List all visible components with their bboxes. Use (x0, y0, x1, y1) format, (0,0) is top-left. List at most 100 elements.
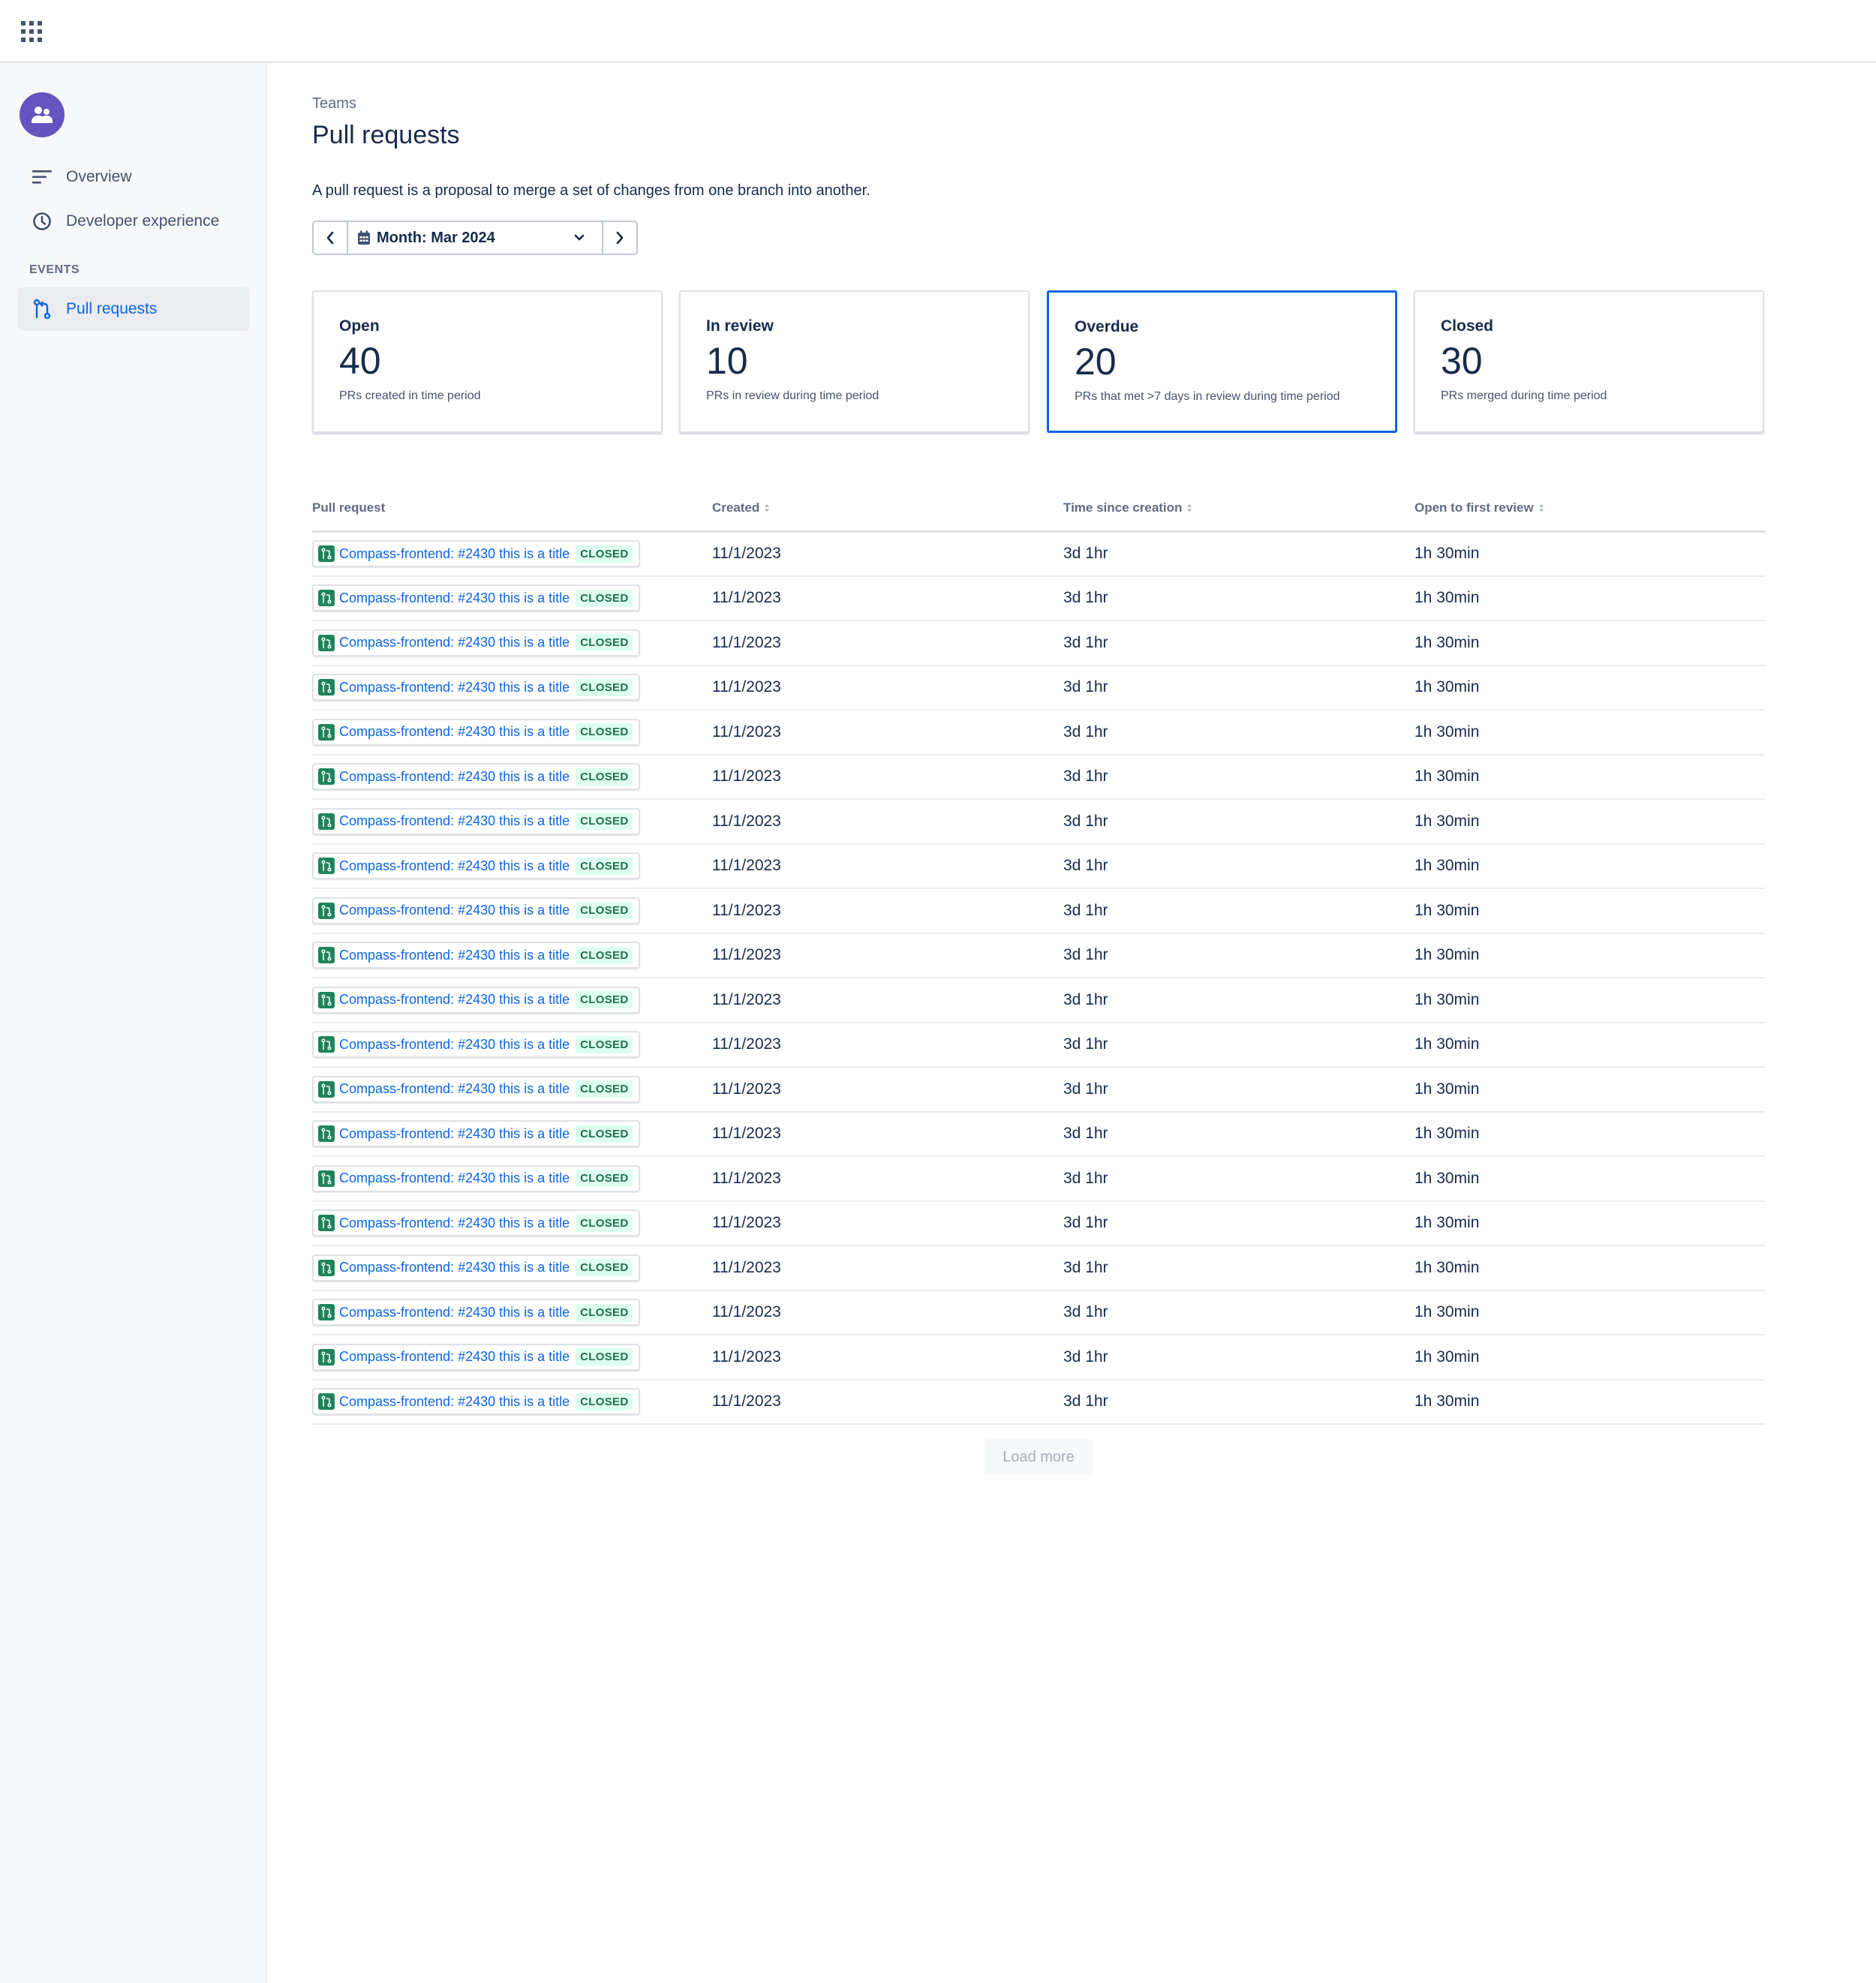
pull-request-icon (318, 1259, 335, 1276)
pull-request-chip[interactable]: Compass-frontend: #2430 this is a title … (312, 1120, 641, 1148)
sidebar: Overview Developer experience EVENTS Pul… (0, 64, 267, 1983)
time-since-creation-cell: 3d 1hr (1063, 1067, 1415, 1113)
breadcrumb[interactable]: Teams (312, 95, 356, 112)
pull-request-link[interactable]: Compass-frontend: #2430 this is a title (339, 858, 570, 873)
grid-apps-icon[interactable] (21, 21, 42, 42)
pull-request-chip[interactable]: Compass-frontend: #2430 this is a title … (312, 1164, 641, 1192)
month-select-value: Month: Mar 2024 (377, 229, 495, 246)
pull-request-link[interactable]: Compass-frontend: #2430 this is a title (339, 768, 570, 784)
previous-month-button[interactable] (314, 222, 348, 254)
column-header-created[interactable]: Created (712, 486, 1063, 533)
open-to-first-review-cell: 1h 30min (1415, 754, 1765, 800)
pull-request-cell: Compass-frontend: #2430 this is a title … (312, 531, 712, 577)
pull-request-chip[interactable]: Compass-frontend: #2430 this is a title … (312, 1254, 641, 1281)
pull-request-link[interactable]: Compass-frontend: #2430 this is a title (339, 1393, 570, 1409)
created-cell: 11/1/2023 (712, 1067, 1063, 1113)
pull-request-chip[interactable]: Compass-frontend: #2430 this is a title … (312, 718, 641, 746)
pull-request-cell: Compass-frontend: #2430 this is a title … (312, 1111, 712, 1157)
pull-request-link[interactable]: Compass-frontend: #2430 this is a title (339, 1304, 570, 1320)
status-badge: CLOSED (576, 634, 633, 652)
open-to-first-review-cell: 1h 30min (1415, 1379, 1765, 1425)
time-since-creation-cell: 3d 1hr (1063, 799, 1415, 845)
pull-request-link[interactable]: Compass-frontend: #2430 this is a title (339, 1036, 570, 1052)
pull-request-link[interactable]: Compass-frontend: #2430 this is a title (339, 1215, 570, 1230)
table-row: Compass-frontend: #2430 this is a title … (312, 575, 1765, 621)
created-cell: 11/1/2023 (712, 1245, 1063, 1291)
column-header-time-since-creation[interactable]: Time since creation (1063, 486, 1415, 533)
next-month-button[interactable] (602, 222, 636, 254)
pull-request-chip[interactable]: Compass-frontend: #2430 this is a title … (312, 540, 641, 567)
created-cell: 11/1/2023 (712, 888, 1063, 934)
sidebar-item-developer-experience[interactable]: Developer experience (18, 200, 249, 243)
pull-request-link[interactable]: Compass-frontend: #2430 this is a title (339, 1125, 570, 1141)
pull-request-link[interactable]: Compass-frontend: #2430 this is a title (339, 724, 570, 740)
pull-request-link[interactable]: Compass-frontend: #2430 this is a title (339, 1081, 570, 1097)
status-badge: CLOSED (576, 946, 633, 964)
created-cell: 11/1/2023 (712, 754, 1063, 800)
sidebar-item-pull-requests[interactable]: Pull requests (18, 287, 249, 331)
pull-request-chip[interactable]: Compass-frontend: #2430 this is a title … (312, 1209, 641, 1237)
pull-request-link[interactable]: Compass-frontend: #2430 this is a title (339, 947, 570, 963)
table-row: Compass-frontend: #2430 this is a title … (312, 978, 1765, 1023)
metric-card-overdue[interactable]: Overdue 20 PRs that met >7 days in revie… (1047, 290, 1397, 433)
pull-request-link[interactable]: Compass-frontend: #2430 this is a title (339, 1170, 570, 1186)
pull-request-link[interactable]: Compass-frontend: #2430 this is a title (339, 545, 570, 561)
metric-card-in-review[interactable]: In review 10 PRs in review during time p… (679, 290, 1030, 433)
sort-icon[interactable] (764, 501, 770, 516)
table-row: Compass-frontend: #2430 this is a title … (312, 1200, 1765, 1246)
pull-request-cell: Compass-frontend: #2430 this is a title … (312, 575, 712, 621)
sidebar-item-label: Developer experience (66, 212, 220, 230)
pull-request-chip[interactable]: Compass-frontend: #2430 this is a title … (312, 942, 641, 969)
open-to-first-review-cell: 1h 30min (1415, 843, 1765, 889)
pull-request-link[interactable]: Compass-frontend: #2430 this is a title (339, 1260, 570, 1275)
sort-icon[interactable] (1186, 501, 1192, 516)
pull-request-chip[interactable]: Compass-frontend: #2430 this is a title … (312, 674, 641, 702)
table-row: Compass-frontend: #2430 this is a title … (312, 799, 1765, 845)
pull-request-icon (318, 545, 335, 562)
metric-card-closed[interactable]: Closed 30 PRs merged during time period (1414, 290, 1764, 433)
month-picker: Month: Mar 2024 (312, 221, 638, 255)
pull-request-link[interactable]: Compass-frontend: #2430 this is a title (339, 903, 570, 918)
pull-request-chip[interactable]: Compass-frontend: #2430 this is a title … (312, 1388, 641, 1416)
pull-request-icon (318, 1348, 335, 1366)
pull-request-link[interactable]: Compass-frontend: #2430 this is a title (339, 635, 570, 650)
team-people-icon[interactable] (20, 92, 65, 137)
pull-request-chip[interactable]: Compass-frontend: #2430 this is a title … (312, 986, 641, 1014)
open-to-first-review-cell: 1h 30min (1415, 933, 1765, 978)
calendar-icon (358, 230, 370, 245)
sidebar-item-overview[interactable]: Overview (18, 155, 249, 199)
pull-request-chip[interactable]: Compass-frontend: #2430 this is a title … (312, 852, 641, 880)
metric-card-open[interactable]: Open 40 PRs created in time period (312, 290, 663, 433)
pull-request-chip[interactable]: Compass-frontend: #2430 this is a title … (312, 763, 641, 791)
pull-request-link[interactable]: Compass-frontend: #2430 this is a title (339, 590, 570, 605)
sort-icon[interactable] (1538, 501, 1544, 516)
load-more-button[interactable]: Load more (985, 1439, 1093, 1475)
created-cell: 11/1/2023 (712, 933, 1063, 978)
pull-request-chip[interactable]: Compass-frontend: #2430 this is a title … (312, 1343, 641, 1371)
pull-request-chip[interactable]: Compass-frontend: #2430 this is a title … (312, 807, 641, 835)
pull-request-chip[interactable]: Compass-frontend: #2430 this is a title … (312, 1299, 641, 1327)
metric-cards: Open 40 PRs created in time period In re… (312, 290, 1765, 433)
column-header-open-to-first-review[interactable]: Open to first review (1415, 486, 1765, 533)
pull-request-link[interactable]: Compass-frontend: #2430 this is a title (339, 1349, 570, 1365)
pull-request-cell: Compass-frontend: #2430 this is a title … (312, 754, 712, 800)
pull-request-chip[interactable]: Compass-frontend: #2430 this is a title … (312, 897, 641, 924)
pull-request-chip[interactable]: Compass-frontend: #2430 this is a title … (312, 584, 641, 612)
time-since-creation-cell: 3d 1hr (1063, 575, 1415, 621)
card-title: In review (706, 317, 774, 335)
open-to-first-review-cell: 1h 30min (1415, 1335, 1765, 1381)
status-badge: CLOSED (576, 1303, 633, 1321)
pull-request-link[interactable]: Compass-frontend: #2430 this is a title (339, 813, 570, 829)
month-select[interactable]: Month: Mar 2024 (348, 222, 602, 254)
pull-request-icon (318, 679, 335, 696)
pull-request-chip[interactable]: Compass-frontend: #2430 this is a title … (312, 1031, 641, 1059)
pull-request-link[interactable]: Compass-frontend: #2430 this is a title (339, 992, 570, 1008)
pull-request-link[interactable]: Compass-frontend: #2430 this is a title (339, 679, 570, 695)
pull-request-icon (318, 723, 335, 741)
pull-request-chip[interactable]: Compass-frontend: #2430 this is a title … (312, 629, 641, 656)
time-since-creation-cell: 3d 1hr (1063, 1156, 1415, 1202)
open-to-first-review-cell: 1h 30min (1415, 799, 1765, 845)
pull-request-cell: Compass-frontend: #2430 this is a title … (312, 1022, 712, 1068)
pull-request-chip[interactable]: Compass-frontend: #2430 this is a title … (312, 1075, 641, 1103)
created-cell: 11/1/2023 (712, 665, 1063, 711)
